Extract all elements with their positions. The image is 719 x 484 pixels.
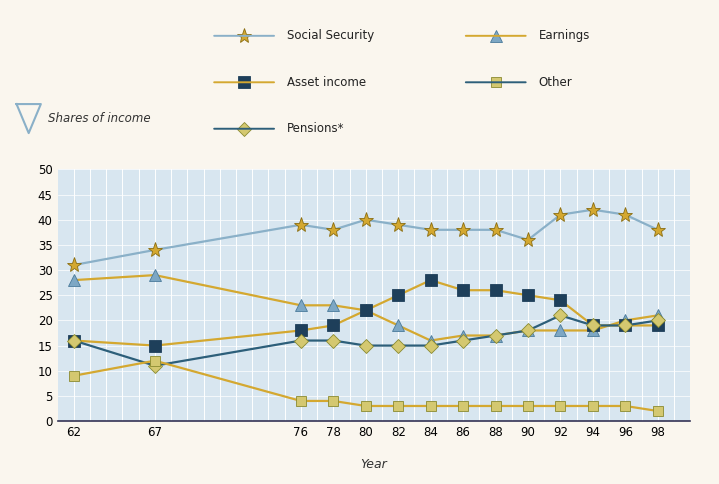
Text: Earnings: Earnings: [539, 30, 590, 42]
Text: Shares of income: Shares of income: [48, 112, 151, 125]
Text: Pensions*: Pensions*: [287, 122, 344, 135]
Text: Other: Other: [539, 76, 572, 89]
Text: Year: Year: [360, 458, 388, 471]
Text: Social Security: Social Security: [287, 30, 374, 42]
Text: Asset income: Asset income: [287, 76, 366, 89]
